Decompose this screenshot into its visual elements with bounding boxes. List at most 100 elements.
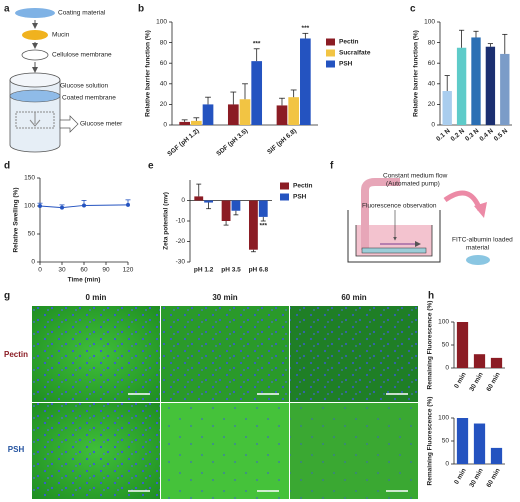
- y-tick-label: 20: [160, 101, 168, 108]
- y-tick-label: 60: [160, 60, 168, 67]
- panel-letter: e: [148, 161, 154, 172]
- y-tick-label: 100: [438, 415, 449, 422]
- label: Coating material: [58, 10, 106, 17]
- y-tick-label: 50: [442, 438, 450, 445]
- bar: [202, 104, 214, 125]
- point: [82, 203, 86, 208]
- nuclei: [290, 306, 418, 402]
- y-axis-label: Remaining Fluorescence (%): [427, 397, 434, 486]
- y-axis-label: Relative barrier function (%): [145, 30, 152, 117]
- legend-swatch: [326, 49, 335, 57]
- line: [39, 204, 129, 209]
- diagram-f: Constant medium flow (Automated pump) Fl…: [347, 173, 513, 265]
- legend-label: Sucralfate: [339, 50, 371, 57]
- nuclei: [32, 403, 160, 499]
- x-tick-label: 30 min: [468, 371, 484, 392]
- column-header: 60 min: [341, 293, 366, 302]
- label: Cellulose membrane: [52, 52, 112, 59]
- legend-label: PSH: [339, 61, 353, 68]
- bar: [204, 200, 214, 203]
- loaded-material: [361, 247, 427, 254]
- x-tick-label: 30 min: [468, 467, 484, 488]
- legend-label: Pectin: [293, 183, 313, 190]
- coating-layer: [15, 8, 55, 18]
- y-tick-label: 80: [428, 39, 436, 46]
- y-tick-label: 100: [438, 319, 449, 326]
- y-tick-label: 0: [181, 197, 185, 204]
- bar: [251, 61, 263, 125]
- material-blob: [466, 255, 490, 265]
- bar: [471, 37, 481, 126]
- label: Mucin: [52, 32, 70, 39]
- bar: [221, 200, 231, 221]
- panel-letter: g: [4, 291, 10, 302]
- y-tick-label: 50: [442, 342, 450, 349]
- x-tick-label: 0.1 N: [435, 127, 452, 143]
- micrographs: 0 min 30 min 60 min Pectin PSH: [4, 293, 418, 499]
- bar: [456, 418, 469, 464]
- column-header: 0 min: [86, 293, 107, 302]
- diagram-a: Coating material Mucin Cellulose membran…: [9, 8, 123, 153]
- y-tick-label: 80: [160, 39, 168, 46]
- nuclei: [161, 403, 289, 499]
- label: FITC-albumin loaded: [452, 237, 513, 244]
- label: Glucose meter: [80, 121, 123, 128]
- x-tick-label: 60 min: [485, 371, 501, 392]
- bar: [456, 322, 469, 368]
- y-tick-label: 20: [428, 101, 436, 108]
- panel-letter: d: [4, 161, 10, 172]
- y-tick-label: 40: [160, 81, 168, 88]
- y-tick-label: 0: [31, 259, 35, 266]
- x-tick-label: pH 6.8: [249, 267, 269, 274]
- bar: [473, 423, 486, 464]
- panel-letter: b: [138, 4, 144, 15]
- point: [126, 202, 130, 207]
- panel-letters: a b c d e f g h: [4, 4, 434, 302]
- bar: [190, 120, 202, 125]
- y-axis-label: Zeta potential (mv): [163, 192, 170, 250]
- legend-label: PSH: [293, 194, 307, 201]
- row-header: PSH: [8, 445, 25, 454]
- column-header: 30 min: [212, 293, 237, 302]
- flow-arrow: [443, 190, 483, 211]
- bar: [485, 46, 496, 125]
- bar: [239, 99, 251, 125]
- bar: [194, 196, 204, 201]
- y-tick-label: 0: [445, 365, 449, 372]
- y-tick-label: -30: [176, 259, 186, 266]
- bar: [227, 104, 239, 125]
- row-header: Pectin: [4, 350, 28, 359]
- legend-swatch: [280, 182, 289, 190]
- panel-letter: c: [410, 4, 416, 15]
- y-tick-label: 100: [424, 19, 435, 26]
- legend-label: Pectin: [339, 39, 359, 46]
- x-tick-label: SDF (pH 3.5): [215, 127, 249, 157]
- y-tick-label: 0: [445, 461, 449, 468]
- flow-arrow-head: [474, 202, 487, 218]
- label: material: [466, 245, 490, 252]
- bar: [442, 91, 452, 125]
- x-tick-label: SIF (pH 6.8): [266, 127, 298, 155]
- label: Constant medium flow: [383, 173, 448, 180]
- panel-letter: f: [330, 161, 334, 172]
- y-tick-label: 0: [431, 122, 435, 129]
- x-tick-label: SGF (pH 1.2): [166, 127, 200, 157]
- x-tick-label: 0.5 N: [493, 127, 510, 143]
- point: [38, 204, 42, 208]
- x-tick-label: 60 min: [485, 467, 501, 488]
- arrow: [29, 112, 41, 127]
- y-tick-label: 60: [428, 60, 436, 67]
- y-tick-label: 0: [163, 122, 167, 129]
- bar: [179, 121, 190, 125]
- x-tick-label: pH 1.2: [194, 267, 214, 274]
- y-axis-label: Relative Swelling (%): [13, 187, 20, 252]
- mucin-layer: [22, 30, 48, 40]
- coated-membrane: [9, 89, 61, 103]
- label: Coated membrane: [62, 95, 116, 102]
- bar: [258, 200, 268, 217]
- significance: ***: [302, 25, 310, 32]
- arrow: [59, 115, 79, 133]
- label: Glucose solution: [60, 83, 108, 90]
- nuclei: [32, 306, 160, 402]
